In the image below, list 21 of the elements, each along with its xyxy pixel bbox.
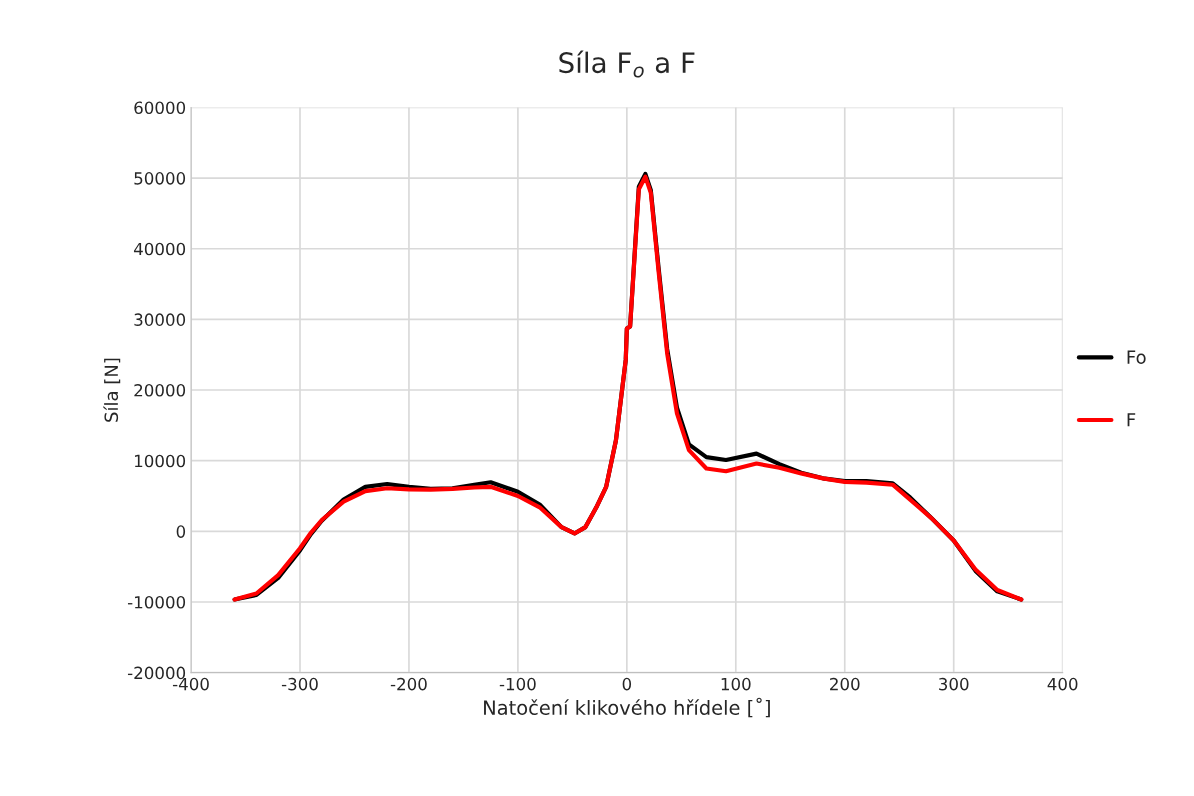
y-tick-label: 60000 (134, 101, 186, 115)
x-axis-title: Natočení klikového hřídele [˚] (484, 697, 770, 718)
y-tick-label: 0 (176, 525, 186, 538)
x-tick-label: 400 (1047, 677, 1078, 691)
y-tick-label: -10000 (127, 595, 186, 609)
x-tick-label: 300 (939, 677, 969, 691)
y-tick-label: 50000 (134, 172, 186, 185)
x-tick-label: 0 (622, 677, 632, 691)
x-tick-label: -300 (281, 677, 318, 691)
x-tick-label: 200 (830, 677, 860, 691)
x-tick-label: -200 (390, 677, 427, 691)
y-tick-label: 20000 (134, 384, 186, 397)
y-tick-label: 30000 (134, 313, 186, 326)
legend-label: F (1127, 413, 1136, 427)
y-tick-label: 10000 (134, 454, 186, 468)
x-tick-label: -100 (499, 677, 536, 691)
legend-label: Fo (1127, 350, 1146, 364)
chart-title: Síla F$_{o}$ a F (559, 50, 695, 78)
y-axis-title: Síla [N] (103, 358, 121, 422)
y-tick-label: 40000 (133, 242, 186, 256)
x-tick-label: 100 (721, 677, 751, 691)
